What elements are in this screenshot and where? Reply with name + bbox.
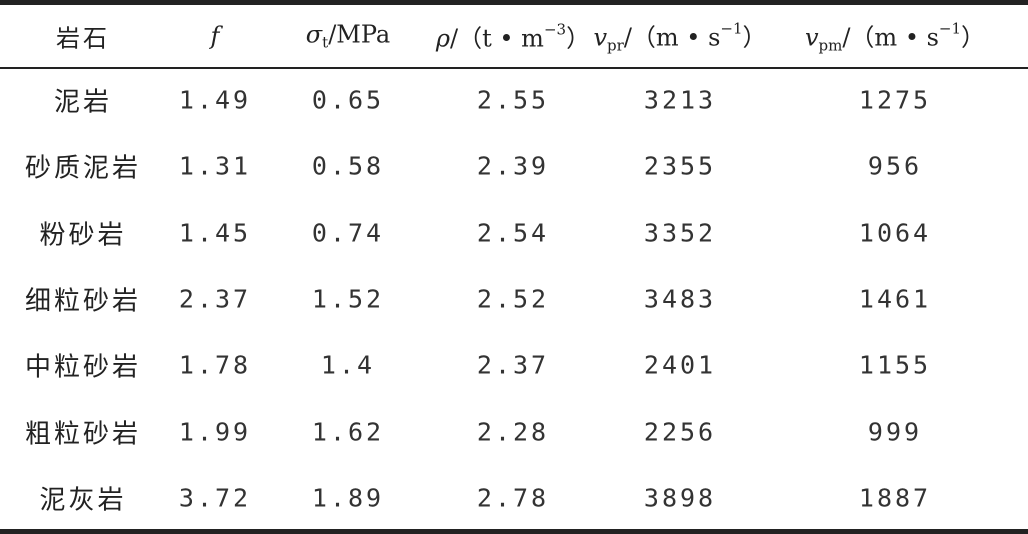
header-text: ） (566, 24, 591, 53)
header-text: pr (607, 36, 624, 55)
row-label: 粉砂岩 (39, 220, 127, 251)
cell-value: 1.45 (178, 218, 252, 248)
cell-value: 1.62 (311, 417, 385, 446)
row-label: 粗粒砂岩 (24, 419, 142, 449)
cell-value: 3.72 (178, 483, 252, 513)
header-cell: f (211, 22, 220, 50)
cell-value: 0.65 (311, 85, 385, 115)
cell-value: 3483 (643, 284, 717, 314)
cell-value: 2.55 (476, 85, 550, 115)
cell-value: 2.37 (476, 350, 550, 380)
cell-value: 956 (867, 151, 923, 181)
cell-value: 2.37 (178, 284, 252, 314)
cell-value: 1.49 (178, 85, 252, 115)
header-text: f (210, 22, 220, 50)
header-text: pm (818, 36, 843, 55)
header-text: −1 (938, 19, 962, 38)
header-text: −1 (720, 19, 743, 38)
cell-value: 1461 (858, 284, 932, 314)
header-cell: σt/MPa (306, 21, 390, 52)
header-text: t (322, 33, 329, 52)
header-text: ρ (435, 24, 451, 53)
cell-value: 3352 (643, 218, 717, 248)
cell-value: 1.31 (178, 151, 252, 181)
cell-value: 1.4 (320, 350, 376, 380)
bottom-rule (0, 529, 1028, 534)
header-text: /MPa (328, 20, 391, 49)
cell-value: 1.52 (311, 284, 385, 314)
cell-value: 1.78 (178, 350, 252, 380)
header-rule (0, 67, 1028, 69)
header-text: /（m • s (623, 23, 721, 52)
cell-value: 2.52 (476, 284, 550, 314)
cell-value: 0.58 (311, 151, 385, 181)
header-cell: ρ/（t • m−3） (436, 19, 590, 54)
cell-value: 1.99 (178, 417, 252, 446)
cell-value: 2256 (643, 417, 717, 446)
cell-value: 1155 (858, 350, 932, 380)
cell-value: 2355 (643, 151, 717, 181)
header-text: −3 (543, 20, 567, 39)
cell-value: 2.78 (476, 483, 550, 513)
cell-value: 999 (867, 417, 923, 446)
cell-value: 1.89 (311, 483, 385, 513)
header-text: ） (742, 23, 767, 52)
header-text: v (804, 23, 819, 52)
row-label: 泥灰岩 (39, 485, 127, 516)
row-label: 泥岩 (53, 87, 113, 118)
cell-value: 3898 (643, 483, 717, 513)
header-text: /（t • m (450, 24, 544, 53)
cell-value: 1887 (858, 483, 932, 513)
header-text: v (593, 23, 608, 52)
header-cell: 岩石 (56, 19, 110, 54)
top-rule (0, 0, 1028, 5)
cell-value: 1064 (858, 218, 932, 248)
header-text: /（m • s (842, 23, 939, 52)
cell-value: 1275 (858, 85, 932, 115)
row-label: 中粒砂岩 (24, 352, 142, 383)
header-cell: vpm/（m • s−1） (805, 18, 985, 55)
header-cell: vpr/（m • s−1） (593, 18, 766, 55)
cell-value: 2.28 (476, 417, 550, 446)
row-label: 细粒砂岩 (24, 286, 142, 317)
header-text: 岩石 (56, 24, 110, 53)
row-label: 砂质泥岩 (24, 153, 142, 184)
cell-value: 2.54 (476, 218, 550, 248)
header-text: ） (961, 23, 986, 52)
cell-value: 2401 (643, 350, 717, 380)
cell-value: 0.74 (311, 218, 385, 248)
cell-value: 3213 (643, 85, 717, 115)
header-text: σ (305, 20, 323, 49)
cell-value: 2.39 (476, 151, 550, 181)
